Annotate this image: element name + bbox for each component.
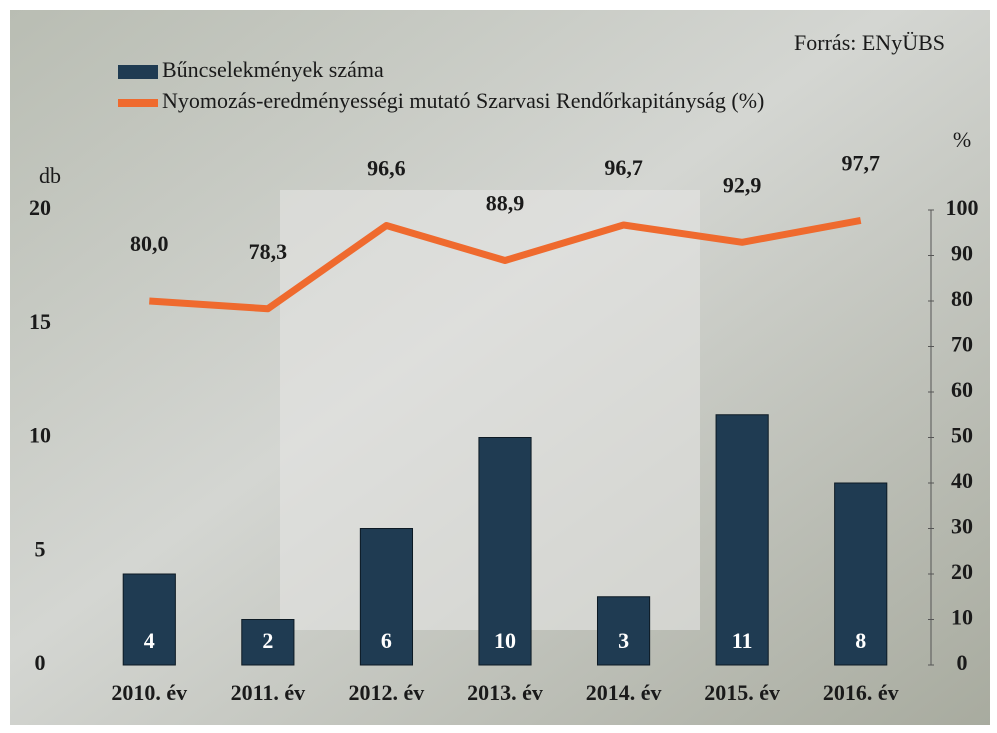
line-value-label: 96,6	[367, 156, 406, 181]
line-value-label: 80,0	[130, 231, 169, 256]
bar-value-label: 2	[262, 628, 273, 653]
legend-swatch	[118, 99, 158, 107]
line-value-label: 97,7	[841, 151, 880, 176]
y2-tick-label: 70	[951, 332, 973, 357]
y2-tick-label: 80	[951, 286, 973, 311]
y2-tick-label: 60	[951, 377, 973, 402]
source: Forrás: ENyÜBS	[794, 30, 945, 55]
x-tick-label: 2014. év	[586, 680, 662, 705]
bar	[478, 437, 532, 666]
x-tick-label: 2010. év	[111, 680, 187, 705]
line-value-label: 78,3	[249, 239, 288, 264]
y-tick-label: 20	[29, 195, 51, 220]
bar-value-label: 11	[732, 628, 753, 653]
legend-label: Nyomozás-eredményességi mutató Szarvasi …	[162, 88, 764, 113]
y2-tick-label: 100	[946, 195, 979, 220]
bar-value-label: 4	[144, 628, 155, 653]
y-tick-label: 5	[35, 536, 46, 561]
bar	[715, 414, 769, 666]
line-value-label: 92,9	[723, 172, 762, 197]
y2-tick-label: 90	[951, 241, 973, 266]
bar	[596, 596, 651, 666]
x-tick-label: 2011. év	[231, 680, 306, 705]
y2-tick-label: 10	[951, 605, 973, 630]
legend-swatch	[118, 65, 158, 79]
line-value-label: 88,9	[486, 191, 525, 216]
bar	[122, 573, 176, 666]
x-tick-label: 2013. év	[467, 680, 543, 705]
x-tick-label: 2016. év	[823, 680, 899, 705]
y2-tick-label: 20	[951, 559, 973, 584]
y2-tick-label: 40	[951, 468, 973, 493]
y-tick-label: 0	[35, 650, 46, 675]
y-tick-label: 10	[29, 423, 51, 448]
bar	[241, 619, 295, 666]
bar-value-label: 10	[494, 628, 516, 653]
line-value-label: 96,7	[604, 155, 643, 180]
y2-tick-label: 50	[951, 423, 973, 448]
legend-label: Bűncselekmények száma	[162, 57, 384, 82]
y2-tick-label: 30	[951, 514, 973, 539]
y2-axis-label: %	[953, 127, 971, 152]
x-tick-label: 2012. év	[349, 680, 425, 705]
bar	[834, 482, 888, 666]
y-tick-label: 15	[29, 309, 51, 334]
y-axis-label: db	[39, 163, 61, 188]
x-tick-label: 2015. év	[704, 680, 780, 705]
legend: Bűncselekmények száma Nyomozás-eredménye…	[118, 57, 764, 113]
bar-value-label: 8	[855, 628, 866, 653]
bar	[359, 528, 414, 666]
line	[149, 217, 862, 313]
bar-value-label: 6	[381, 628, 392, 653]
bar-value-label: 3	[618, 628, 629, 653]
y2-tick-label: 0	[957, 650, 968, 675]
